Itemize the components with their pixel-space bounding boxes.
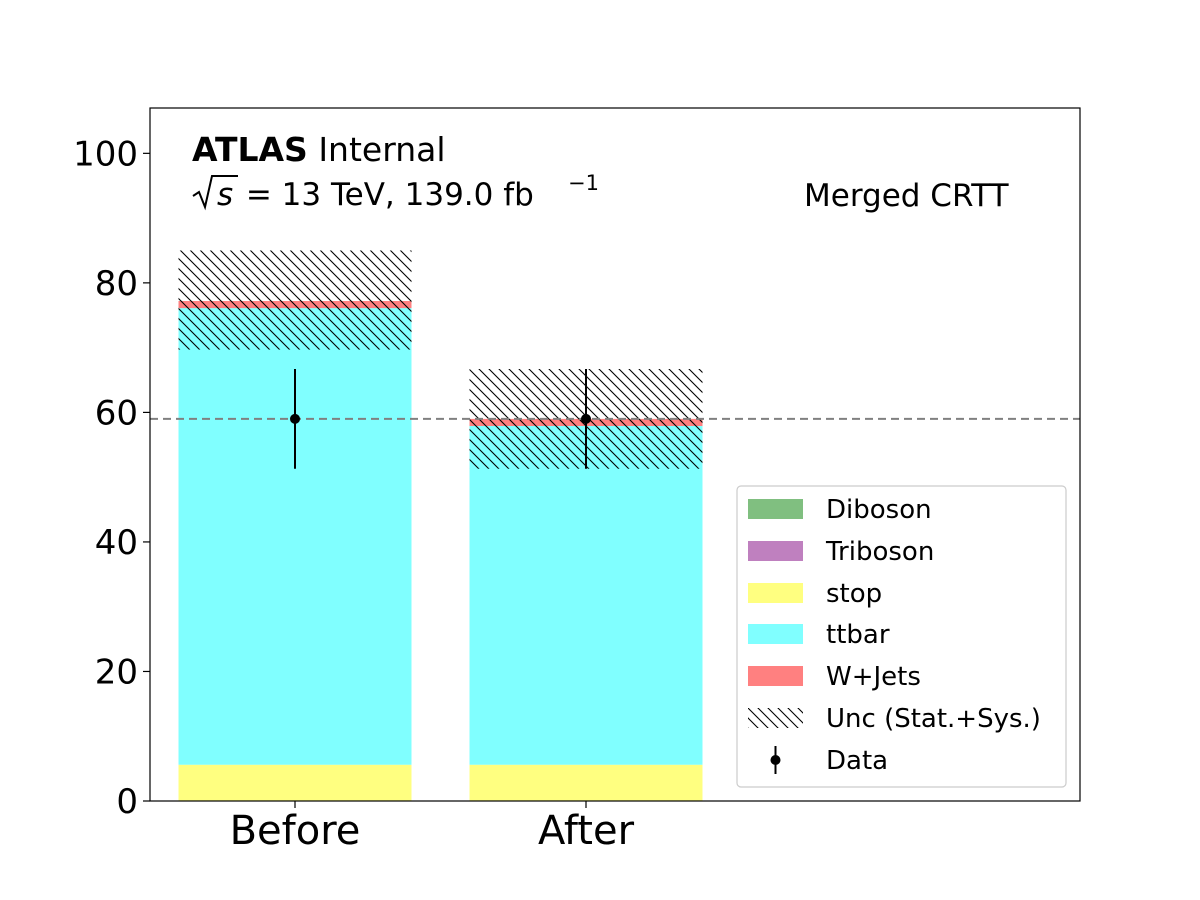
region-label: Merged CRTT xyxy=(804,178,1010,214)
atlas-status: Internal xyxy=(318,130,445,169)
data-points xyxy=(290,369,591,469)
atlas-experiment: ATLAS xyxy=(192,130,308,169)
legend-swatch-ttbar xyxy=(748,624,803,644)
bar-stop-after xyxy=(469,764,703,801)
plot-frame xyxy=(149,107,1081,802)
sqrt-symbol xyxy=(192,175,238,211)
legend-swatch-diboson xyxy=(748,499,803,519)
uncertainty-band-before xyxy=(178,250,412,350)
bar-stop-before xyxy=(178,764,412,801)
legend: Diboson Triboson stop ttbar W+Jets Unc (Stat.… xyxy=(736,485,1067,788)
y-tick-label-40: 40 xyxy=(95,523,138,563)
y-tick-label-100: 100 xyxy=(73,134,138,174)
bar-ttbar-after xyxy=(469,426,703,765)
y-axis: 0 20 40 60 80 100 xyxy=(73,134,150,822)
legend-frame xyxy=(736,485,1067,788)
y-tick-label-60: 60 xyxy=(95,393,138,433)
legend-label-data: Data xyxy=(826,746,888,776)
sqrt-s-label: s xyxy=(217,177,233,213)
x-tick-label-after: After xyxy=(538,808,635,854)
legend-swatch-triboson xyxy=(748,541,803,561)
legend-swatch-w-jets xyxy=(748,666,803,686)
data-point-before xyxy=(290,413,300,424)
legend-data-marker xyxy=(770,755,781,765)
y-tick-label-20: 20 xyxy=(95,652,138,692)
y-tick-label-80: 80 xyxy=(95,264,138,304)
atlas-label: ATLAS Internal xyxy=(192,130,446,169)
lumi-exponent: −1 xyxy=(568,171,599,195)
x-axis: Before After xyxy=(230,801,635,854)
y-tick-label-0: 0 xyxy=(116,782,138,822)
legend-label-stop: stop xyxy=(826,579,882,609)
legend-label-ttbar: ttbar xyxy=(826,620,890,650)
legend-swatch-uncertainty xyxy=(748,708,803,728)
legend-label-diboson: Diboson xyxy=(826,495,932,525)
energy-lumi-text: = 13 TeV, 139.0 fb xyxy=(236,177,534,213)
data-point-after xyxy=(581,413,591,424)
legend-label-w-jets: W+Jets xyxy=(826,662,921,692)
legend-label-uncertainty: Unc (Stat.+Sys.) xyxy=(826,704,1041,734)
energy-lumi-label: s = 13 TeV, 139.0 fb −1 xyxy=(192,171,599,213)
x-tick-label-before: Before xyxy=(230,808,361,854)
legend-swatch-stop xyxy=(748,583,803,603)
legend-label-triboson: Triboson xyxy=(825,537,934,567)
